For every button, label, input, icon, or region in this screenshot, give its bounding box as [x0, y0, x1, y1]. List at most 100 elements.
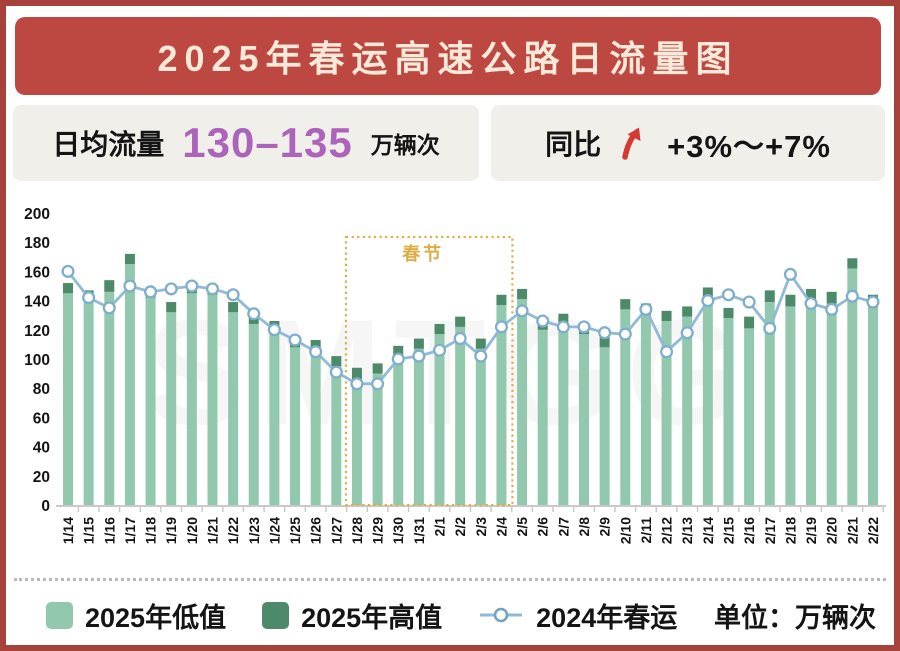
svg-text:20: 20 — [33, 469, 50, 486]
line-marker — [226, 288, 240, 302]
svg-text:1/21: 1/21 — [204, 517, 220, 544]
svg-text:1/14: 1/14 — [60, 517, 76, 544]
bar-low — [744, 328, 755, 505]
svg-text:1/28: 1/28 — [349, 517, 365, 544]
svg-text:1/24: 1/24 — [266, 517, 282, 544]
svg-text:1/26: 1/26 — [308, 517, 324, 544]
high-value-swatch-icon — [262, 601, 290, 629]
bar-low — [702, 299, 713, 505]
bar-high — [372, 363, 383, 374]
svg-text:2/17: 2/17 — [762, 517, 778, 544]
bar-high — [785, 294, 796, 307]
legend-label-high: 2025年高值 — [301, 602, 443, 633]
legend-item-2024: 2024年春运 — [478, 596, 677, 635]
svg-text:1/23: 1/23 — [246, 517, 262, 544]
bar-low — [826, 303, 837, 505]
bar-high — [702, 287, 713, 300]
line-marker — [391, 352, 405, 366]
svg-text:1/22: 1/22 — [225, 517, 241, 544]
svg-text:2/12: 2/12 — [659, 517, 675, 544]
bar-high — [661, 310, 672, 322]
svg-text:0: 0 — [41, 498, 50, 515]
bar-low — [207, 294, 218, 505]
line-marker — [825, 302, 839, 316]
line-circle-marker-icon — [478, 602, 524, 628]
line-marker — [267, 323, 281, 337]
bar-low — [269, 332, 280, 505]
daily-volume-card: 日均流量 130–135 万辆次 — [13, 105, 479, 181]
line-marker — [453, 332, 467, 346]
svg-text:200: 200 — [24, 206, 50, 223]
bar-low — [83, 300, 94, 505]
bar-high — [744, 316, 755, 329]
bar-high — [455, 316, 466, 327]
legend-item-high: 2025年高值 — [262, 596, 442, 635]
bar-low — [124, 264, 135, 505]
line-2024 — [61, 264, 880, 391]
daily-volume-value: 130–135 — [182, 119, 353, 166]
svg-text:1/16: 1/16 — [101, 517, 117, 544]
line-marker — [309, 345, 323, 359]
line-marker — [763, 321, 777, 335]
bar-high — [764, 290, 775, 303]
svg-text:1/20: 1/20 — [184, 517, 200, 544]
line-marker — [536, 314, 550, 328]
bar-low — [351, 379, 362, 505]
bar-high — [63, 283, 73, 294]
x-axis-labels: 1/14 1/15 1/16 1/17 1/18 1/19 1/20 1/21 1/22 1/23… — [60, 517, 881, 544]
bar-low — [455, 326, 466, 505]
x-axis — [56, 505, 886, 512]
svg-text:2/4: 2/4 — [493, 517, 509, 537]
chart-area: SMTGG 0 20 40 60 80 100 120 140 160 180 200 春节 1/14 1/… — [6, 186, 894, 566]
spring-festival-annotation: 春节 — [344, 235, 514, 507]
svg-text:2/18: 2/18 — [782, 517, 798, 544]
line-marker — [639, 302, 653, 316]
bar-high — [228, 302, 239, 313]
bar-high — [434, 323, 445, 335]
bar-high — [310, 340, 321, 351]
bar-high — [620, 299, 631, 310]
line-marker — [247, 307, 261, 321]
svg-text:2/14: 2/14 — [700, 517, 716, 544]
dotted-divider — [14, 578, 886, 581]
line-marker — [164, 282, 178, 296]
svg-text:140: 140 — [24, 294, 50, 311]
line-marker — [432, 343, 447, 357]
line-marker — [577, 320, 591, 334]
svg-text:2/7: 2/7 — [555, 517, 571, 537]
line-marker — [866, 295, 880, 309]
legend-item-low: 2025年低值 — [46, 596, 226, 635]
legend-label-2024: 2024年春运 — [536, 602, 678, 633]
line-marker — [144, 285, 158, 299]
svg-text:2/19: 2/19 — [803, 517, 819, 544]
svg-text:1/27: 1/27 — [328, 517, 344, 544]
line-marker — [804, 296, 818, 311]
line-marker — [205, 282, 220, 296]
bar-low — [496, 304, 507, 505]
bar-high — [599, 335, 610, 348]
line-marker — [742, 295, 756, 309]
svg-text:2/2: 2/2 — [452, 517, 468, 537]
svg-text:120: 120 — [24, 323, 50, 340]
svg-text:2/21: 2/21 — [844, 517, 860, 544]
svg-text:60: 60 — [33, 410, 50, 427]
svg-text:2/15: 2/15 — [720, 517, 736, 544]
bar-high — [558, 313, 569, 326]
bar-low — [599, 347, 610, 505]
svg-text:2/10: 2/10 — [617, 517, 633, 544]
svg-text:2/3: 2/3 — [473, 517, 489, 537]
svg-text:1/19: 1/19 — [163, 517, 179, 544]
bar-low — [661, 321, 672, 505]
line-marker — [618, 327, 632, 341]
stats-row: 日均流量 130–135 万辆次 同比 +3%～+7% — [6, 105, 894, 181]
line-marker — [680, 326, 694, 340]
bar-high — [682, 306, 693, 317]
svg-text:2/5: 2/5 — [514, 517, 530, 537]
legend-label-low: 2025年低值 — [85, 602, 227, 633]
svg-text:2/20: 2/20 — [824, 517, 840, 544]
y-axis-labels: 0 20 40 60 80 100 120 140 160 180 200 — [24, 206, 50, 515]
bar-low — [517, 299, 528, 505]
bar-low — [63, 293, 73, 505]
svg-text:1/31: 1/31 — [411, 517, 427, 544]
